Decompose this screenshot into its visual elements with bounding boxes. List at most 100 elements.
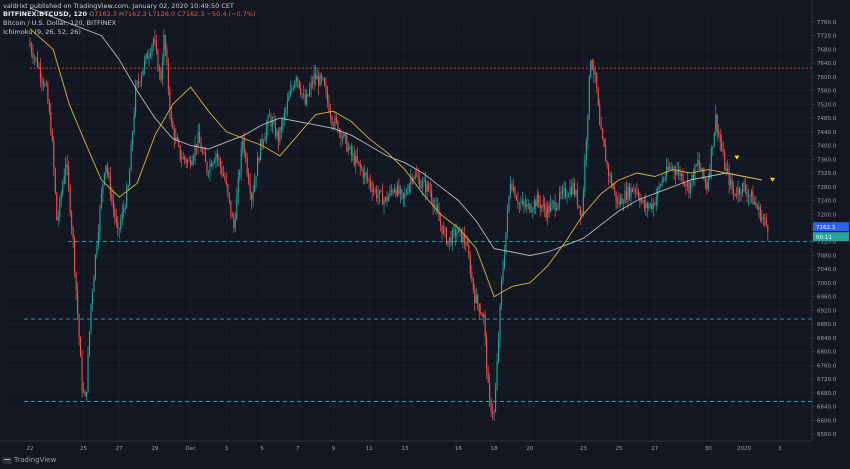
candle-body	[569, 187, 571, 196]
candle-body	[761, 217, 763, 221]
candle-body	[303, 93, 305, 95]
candle-body	[679, 169, 681, 176]
candle-body	[749, 195, 751, 197]
candle-body	[456, 232, 458, 237]
series-title: Bitcoin / U.S. Dollar, 120, BITFINEX	[3, 19, 117, 27]
candle-body	[48, 102, 50, 112]
tradingview-logo[interactable]: TradingView	[2, 456, 56, 464]
candle-body	[619, 197, 622, 205]
x-tick-label: 11	[366, 446, 373, 452]
candle-body	[722, 150, 724, 153]
candle-body	[197, 132, 199, 148]
candle-body	[564, 187, 567, 197]
candle-body	[59, 199, 61, 218]
candle-body	[730, 179, 732, 185]
candle-body	[321, 75, 323, 79]
candle-body	[695, 164, 697, 166]
candle-body	[538, 194, 540, 203]
x-tick-label: 3	[778, 446, 782, 452]
candle-body	[66, 164, 68, 167]
candle-body	[97, 231, 99, 246]
candle-body	[593, 68, 595, 75]
candle-body	[622, 203, 625, 204]
candle-body	[81, 356, 83, 391]
candle-body	[392, 190, 394, 193]
candle-body	[725, 168, 727, 171]
candle-body	[471, 273, 473, 278]
candle-body	[733, 188, 735, 194]
candle-body	[248, 173, 250, 183]
candle-body	[520, 203, 522, 204]
candle-body	[277, 131, 279, 142]
horizontal-levels	[24, 67, 812, 402]
candle-body	[457, 228, 459, 233]
candle-body	[649, 203, 651, 206]
candle-body	[560, 192, 562, 194]
candle-body	[365, 172, 367, 176]
candle-body	[663, 179, 665, 180]
candle-body	[496, 360, 498, 390]
candle-body	[54, 168, 56, 193]
candle-body	[274, 122, 276, 137]
candle-body	[380, 190, 382, 191]
candle-body	[581, 214, 583, 216]
candle-body	[512, 187, 514, 191]
candle-body	[539, 202, 541, 208]
candle-body	[45, 83, 47, 85]
candle-body	[465, 241, 467, 245]
candle-body	[99, 207, 101, 232]
candle-body	[118, 228, 120, 230]
candle-body	[570, 187, 572, 195]
candle-body	[432, 200, 434, 207]
candle-body	[454, 229, 456, 237]
candle-body	[532, 209, 534, 211]
candle-body	[399, 189, 401, 194]
candle-body	[703, 168, 705, 179]
candle-body	[295, 77, 297, 82]
candle-body	[69, 186, 71, 214]
candle-body	[306, 94, 308, 105]
candle-body	[585, 140, 587, 160]
candle-body	[175, 137, 177, 140]
candle-body	[368, 179, 370, 182]
y-tick-label: 7760.0	[817, 20, 837, 26]
candle-body	[309, 88, 311, 96]
candle-body	[437, 205, 439, 212]
candle-body	[434, 205, 436, 207]
candle-body	[38, 66, 40, 68]
indicator-label[interactable]: Ichimoku (9, 26, 52, 26)	[3, 28, 81, 36]
candle-body	[286, 101, 288, 110]
candle-body	[468, 245, 470, 257]
candle-body	[172, 121, 174, 129]
candle-body	[719, 134, 721, 143]
candle-body	[146, 53, 149, 59]
candle-body	[126, 188, 128, 208]
x-tick-label: 9	[332, 446, 336, 452]
candle-body	[505, 231, 507, 254]
candle-body	[704, 178, 706, 183]
candle-body	[651, 203, 653, 210]
candle-body	[648, 205, 650, 209]
candle-body	[563, 187, 565, 190]
triangle-down-marker	[734, 155, 740, 160]
change-value: −50.4 (−0.7%)	[206, 10, 256, 18]
candle-body	[480, 312, 482, 314]
candle-body	[265, 126, 268, 138]
y-tick-label: 7680.0	[817, 47, 837, 53]
candle-body	[297, 77, 299, 81]
candle-body	[282, 118, 284, 130]
candle-body	[312, 82, 314, 84]
candle-body	[767, 225, 769, 233]
candle-body	[161, 62, 163, 80]
candle-body	[234, 219, 236, 229]
candle-body	[634, 189, 636, 191]
y-tick-label: 6800.0	[817, 350, 837, 356]
candle-body	[184, 156, 186, 160]
candle-body	[115, 217, 117, 223]
candle-body	[323, 78, 326, 86]
candle-body	[420, 186, 422, 188]
candle-body	[117, 222, 119, 229]
candle-body	[414, 174, 416, 179]
